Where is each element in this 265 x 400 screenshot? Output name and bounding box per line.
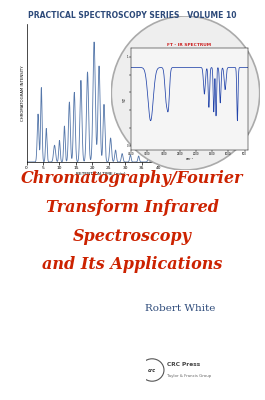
- Ellipse shape: [111, 16, 260, 170]
- Title: FT - IR SPECTRUM: FT - IR SPECTRUM: [167, 43, 211, 47]
- X-axis label: cm⁻¹: cm⁻¹: [186, 157, 193, 161]
- Y-axis label: %T: %T: [122, 96, 126, 102]
- Text: and Its Applications: and Its Applications: [42, 256, 223, 274]
- Text: Spectroscopy: Spectroscopy: [73, 228, 192, 245]
- Text: Taylor & Francis Group: Taylor & Francis Group: [167, 374, 211, 378]
- X-axis label: RETENTION TIME (min): RETENTION TIME (min): [76, 172, 125, 176]
- Text: crc: crc: [148, 368, 156, 372]
- Y-axis label: CHROMATOGRAM INTENSITY: CHROMATOGRAM INTENSITY: [21, 65, 25, 121]
- Text: Transform Infrared: Transform Infrared: [46, 199, 219, 216]
- Text: Chromatography/Fourier: Chromatography/Fourier: [21, 170, 244, 187]
- Text: CRC Press: CRC Press: [167, 362, 200, 366]
- Text: Robert White: Robert White: [145, 304, 215, 313]
- Text: PRACTICAL SPECTROSCOPY SERIES   VOLUME 10: PRACTICAL SPECTROSCOPY SERIES VOLUME 10: [28, 11, 237, 20]
